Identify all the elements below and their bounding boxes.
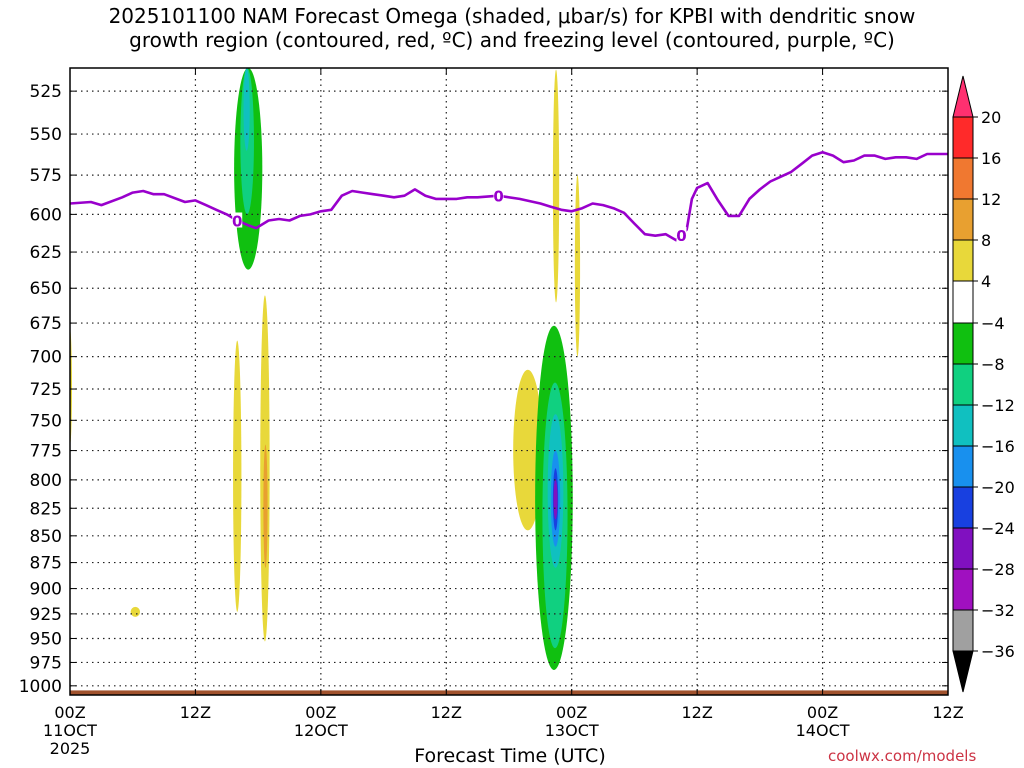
freezing-level-label-1: 0 [493, 188, 503, 206]
colorbar-label-6: −8 [981, 355, 1005, 374]
xtick-label-4-0: 00Z [556, 703, 587, 722]
ytick-label-575: 575 [30, 166, 62, 186]
colorbar-band-11 [952, 527, 974, 570]
ytick-label-1000: 1000 [19, 677, 62, 697]
title-line-2: growth region (contoured, red, ºC) and f… [129, 28, 895, 52]
ytick-label-925: 925 [30, 605, 62, 625]
colorbar-label-10: −24 [981, 519, 1015, 538]
colorbar-label-8: −16 [981, 437, 1015, 456]
ytick-label-525: 525 [30, 82, 62, 102]
x-axis-label: Forecast Time (UTC) [414, 745, 606, 767]
ytick-label-775: 775 [30, 442, 62, 462]
colorbar-label-12: −32 [981, 601, 1015, 620]
freezing-level-label-0: 0 [232, 213, 242, 231]
colorbar-band-10 [952, 486, 974, 529]
xtick-label-0-1: 11OCT [43, 721, 97, 740]
xtick-label-5-0: 12Z [681, 703, 712, 722]
xtick-label-7-0: 12Z [932, 703, 963, 722]
omega-region-3 [233, 340, 242, 612]
ytick-label-550: 550 [30, 125, 62, 145]
colorbar-cap-top [952, 75, 974, 118]
xtick-label-4-1: 13OCT [545, 721, 599, 740]
freezing-level-label-2: 0 [676, 227, 686, 245]
ytick-label-750: 750 [30, 411, 62, 431]
colorbar-label-2: 12 [981, 190, 1001, 209]
ytick-label-800: 800 [30, 471, 62, 491]
ytick-label-625: 625 [30, 243, 62, 263]
xtick-label-6-0: 00Z [807, 703, 838, 722]
freezing-label-bg-0 [232, 212, 243, 228]
colorbar-band-6 [952, 322, 974, 365]
surface-terrain [70, 690, 948, 695]
ytick-label-825: 825 [30, 499, 62, 519]
colorbar-band-2 [952, 157, 974, 200]
colorbar-band-5 [952, 280, 974, 324]
colorbar-band-9 [952, 445, 974, 488]
colorbar-label-13: −36 [981, 642, 1015, 661]
colorbar-band-3 [952, 198, 974, 241]
plot-clip-group: 0 0 0 [70, 68, 948, 695]
xtick-label-2-1: 12OCT [294, 721, 348, 740]
colorbar-band-8 [952, 404, 974, 447]
freezing-label-bg-1 [493, 187, 504, 203]
omega-region-9 [574, 175, 581, 357]
ytick-label-950: 950 [30, 629, 62, 649]
freezing-label-bg-2 [676, 226, 687, 242]
plot-frame [69, 67, 949, 696]
ytick-label-850: 850 [30, 527, 62, 547]
xtick-label-3-0: 12Z [431, 703, 462, 722]
xtick-label-6-1: 14OCT [796, 721, 850, 740]
colorbar-label-3: 8 [981, 231, 991, 250]
colorbar-cap-bottom [952, 650, 974, 693]
xtick-label-0-2: 2025 [50, 739, 91, 758]
colorbar-band-13 [952, 609, 974, 652]
ytick-label-725: 725 [30, 380, 62, 400]
xtick-label-2-0: 00Z [305, 703, 336, 722]
ytick-label-875: 875 [30, 554, 62, 574]
colorbar-label-9: −20 [981, 478, 1015, 497]
colorbar-label-0: 20 [981, 108, 1001, 127]
ytick-label-900: 900 [30, 580, 62, 600]
freezing-level-line [70, 151, 948, 242]
colorbar-band-12 [952, 568, 974, 611]
colorbar-band-7 [952, 363, 974, 406]
colorbar-label-11: −28 [981, 560, 1015, 579]
xtick-label-0-0: 00Z [54, 703, 85, 722]
colorbar-label-5: −4 [981, 314, 1005, 333]
ytick-label-675: 675 [30, 314, 62, 334]
omega-region-2 [243, 68, 250, 151]
ytick-label-600: 600 [30, 205, 62, 225]
colorbar-label-1: 16 [981, 149, 1001, 168]
colorbar-label-7: −12 [981, 396, 1015, 415]
omega-region-5 [263, 444, 268, 568]
credit-link[interactable]: coolwx.com/models [828, 747, 977, 765]
ytick-label-700: 700 [30, 348, 62, 368]
ytick-label-650: 650 [30, 279, 62, 299]
colorbar: 20 16 12 8 4 −4 −8 −12 −16 −20 −24 −28 −32 −36 [952, 75, 1015, 693]
ytick-label-975: 975 [30, 653, 62, 673]
title-line-1: 2025101100 NAM Forecast Omega (shaded, μ… [108, 4, 916, 28]
omega-region-16 [553, 479, 558, 520]
colorbar-band-4 [952, 239, 974, 282]
omega-region-7 [130, 606, 141, 617]
colorbar-band-1 [952, 116, 974, 159]
chart-title: 2025101100 NAM Forecast Omega (shaded, μ… [0, 4, 1024, 52]
colorbar-label-4: 4 [981, 272, 991, 291]
omega-region-8 [552, 69, 560, 303]
xtick-label-1-0: 12Z [180, 703, 211, 722]
plot-area: 0 0 0 525 550 575 600 625 650 675 700 725 750 775 800 8… [19, 67, 964, 758]
